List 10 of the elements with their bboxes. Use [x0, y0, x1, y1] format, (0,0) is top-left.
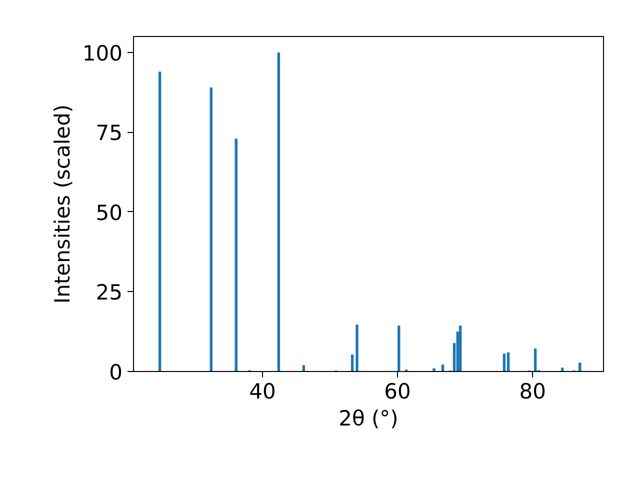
- y-tick-label: 100: [82, 41, 123, 66]
- x-tick-label: 40: [249, 380, 276, 404]
- y-tick-label: 50: [96, 200, 123, 225]
- y-tick-label: 0: [109, 360, 123, 384]
- x-tick-label: 80: [519, 380, 546, 404]
- x-tick-label: 60: [384, 380, 411, 404]
- y-tick-label: 75: [96, 121, 123, 146]
- x-axis-title: 2θ (°): [338, 406, 398, 430]
- y-axis-title: Intensities (scaled): [50, 104, 74, 304]
- y-tick-label: 25: [96, 280, 123, 305]
